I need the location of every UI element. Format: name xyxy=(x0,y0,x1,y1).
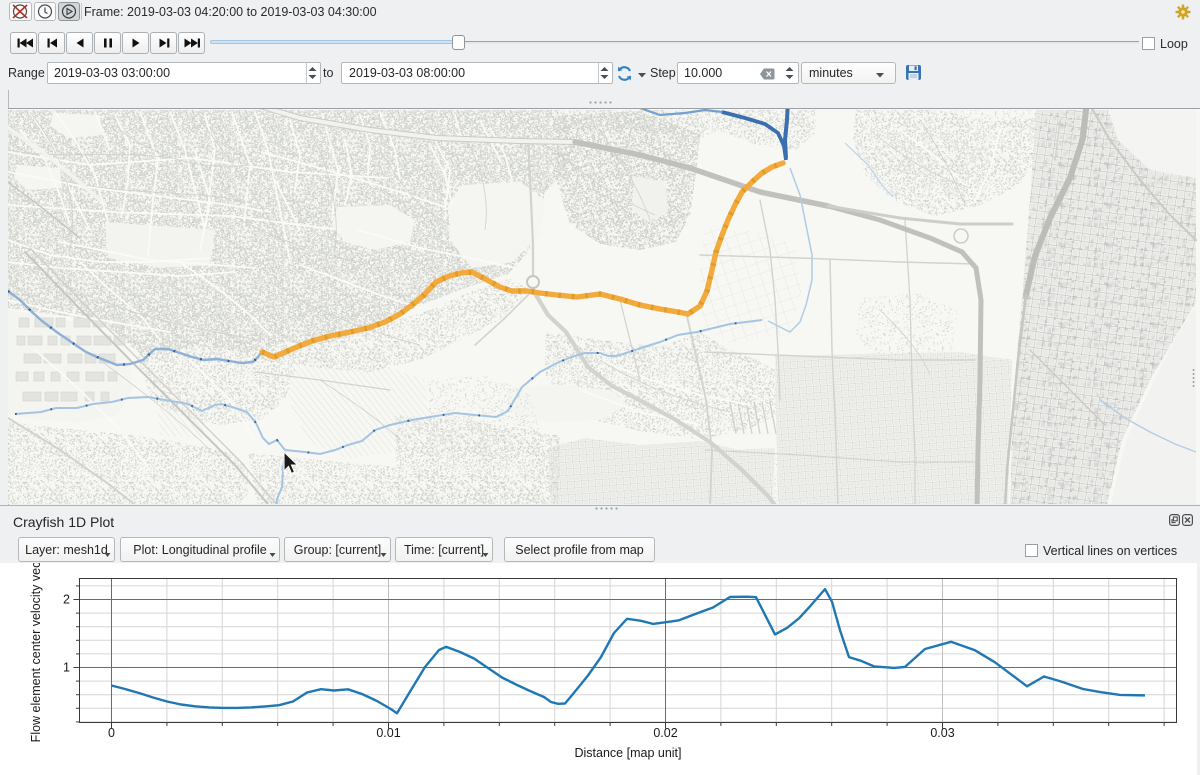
svg-text:0.02: 0.02 xyxy=(653,726,677,740)
svg-text:0: 0 xyxy=(108,726,115,740)
svg-text:Flow element center velocity v: Flow element center velocity vec xyxy=(29,563,43,742)
svg-text:1: 1 xyxy=(63,661,70,675)
svg-text:2: 2 xyxy=(63,593,70,607)
svg-text:Distance [map unit]: Distance [map unit] xyxy=(575,746,682,760)
svg-text:0.03: 0.03 xyxy=(930,726,954,740)
svg-text:0.01: 0.01 xyxy=(376,726,400,740)
